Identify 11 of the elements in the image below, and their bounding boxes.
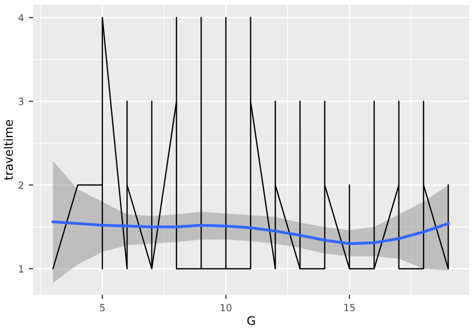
- line-series: [52, 220, 450, 246]
- x-tick-label: 5: [100, 304, 105, 312]
- y-tick-label: 3: [18, 98, 24, 106]
- y-tick-label: 2: [18, 181, 24, 189]
- x-tick-label: 10: [220, 304, 232, 312]
- line-series: [52, 16, 449, 270]
- x-axis-title: G: [247, 316, 255, 326]
- x-tick-label: 15: [344, 304, 355, 312]
- y-axis-title: traveltime: [4, 120, 13, 180]
- y-tick-label: 1: [19, 265, 24, 272]
- y-tick-label: 4: [18, 14, 24, 22]
